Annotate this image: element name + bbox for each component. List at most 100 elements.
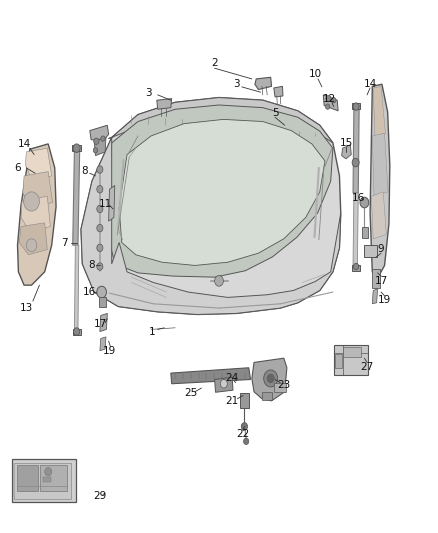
Polygon shape: [21, 196, 50, 232]
Polygon shape: [342, 145, 351, 159]
Text: 10: 10: [309, 69, 322, 78]
Text: 11: 11: [99, 199, 112, 208]
Text: 15: 15: [339, 138, 353, 148]
Polygon shape: [255, 77, 272, 90]
Bar: [14, 463, 71, 499]
Polygon shape: [18, 144, 56, 285]
Text: 8: 8: [81, 166, 88, 175]
Bar: [72, 145, 81, 151]
Text: 19: 19: [378, 295, 391, 304]
Polygon shape: [74, 245, 79, 330]
Polygon shape: [100, 337, 106, 351]
Text: 6: 6: [14, 163, 21, 173]
Polygon shape: [353, 193, 358, 265]
Bar: [274, 383, 286, 392]
Text: 13: 13: [20, 303, 33, 312]
Text: 14: 14: [18, 139, 31, 149]
Polygon shape: [81, 98, 341, 314]
Polygon shape: [25, 148, 52, 181]
Polygon shape: [73, 148, 80, 245]
Bar: [43, 477, 51, 482]
Bar: [352, 265, 360, 271]
Text: 7: 7: [61, 238, 68, 247]
Circle shape: [73, 144, 80, 152]
Circle shape: [360, 197, 369, 208]
Circle shape: [220, 379, 227, 388]
Circle shape: [97, 224, 103, 232]
Circle shape: [352, 158, 359, 167]
Text: 1: 1: [149, 327, 156, 336]
Circle shape: [45, 467, 52, 476]
Text: 16: 16: [352, 193, 365, 203]
Circle shape: [101, 136, 105, 141]
Text: 29: 29: [93, 491, 106, 500]
Text: 25: 25: [184, 389, 197, 398]
Text: 24: 24: [226, 374, 239, 383]
Text: 17: 17: [94, 319, 107, 329]
Circle shape: [24, 192, 39, 211]
Polygon shape: [100, 313, 107, 332]
Polygon shape: [81, 138, 341, 314]
Bar: [343, 347, 361, 357]
Text: 5: 5: [272, 108, 279, 118]
Polygon shape: [370, 84, 390, 278]
Polygon shape: [109, 98, 333, 143]
Circle shape: [97, 286, 106, 298]
Polygon shape: [157, 99, 172, 109]
Polygon shape: [252, 358, 287, 401]
Polygon shape: [119, 119, 325, 265]
Bar: [17, 465, 38, 491]
Bar: [335, 354, 342, 368]
Polygon shape: [23, 172, 53, 207]
Polygon shape: [353, 107, 359, 193]
Circle shape: [244, 438, 249, 445]
Text: 19: 19: [103, 346, 116, 356]
Text: 3: 3: [233, 79, 240, 89]
Text: 8: 8: [88, 261, 95, 270]
Polygon shape: [372, 289, 378, 304]
Polygon shape: [107, 105, 333, 277]
Text: 21: 21: [226, 396, 239, 406]
Bar: [352, 103, 360, 109]
Polygon shape: [274, 86, 283, 97]
Text: 14: 14: [364, 79, 377, 89]
Polygon shape: [90, 125, 109, 141]
Text: 2: 2: [211, 58, 218, 68]
Bar: [40, 465, 67, 491]
Text: 27: 27: [360, 362, 374, 372]
Circle shape: [74, 328, 80, 335]
Circle shape: [97, 263, 103, 270]
Bar: [372, 269, 380, 288]
Text: 17: 17: [374, 277, 388, 286]
Polygon shape: [323, 95, 338, 111]
Circle shape: [215, 276, 223, 286]
Polygon shape: [19, 223, 47, 255]
Polygon shape: [171, 368, 251, 384]
Circle shape: [94, 138, 99, 144]
Bar: [262, 392, 272, 400]
Text: 3: 3: [145, 88, 152, 98]
Text: 9: 9: [378, 245, 385, 254]
Circle shape: [97, 185, 103, 193]
Text: 12: 12: [323, 94, 336, 103]
Circle shape: [97, 244, 103, 252]
Circle shape: [97, 166, 103, 173]
Circle shape: [97, 205, 103, 213]
Text: 23: 23: [277, 380, 290, 390]
Circle shape: [267, 374, 274, 383]
Polygon shape: [372, 133, 388, 196]
Polygon shape: [373, 86, 385, 136]
Bar: [12, 459, 76, 502]
Bar: [240, 393, 249, 408]
Polygon shape: [371, 192, 386, 239]
Circle shape: [26, 239, 37, 252]
Polygon shape: [94, 138, 106, 156]
Circle shape: [332, 98, 336, 103]
Text: 22: 22: [237, 430, 250, 439]
Circle shape: [326, 95, 331, 102]
Text: 16: 16: [83, 287, 96, 297]
Polygon shape: [215, 377, 233, 392]
Circle shape: [241, 423, 247, 430]
Bar: [99, 297, 106, 307]
Circle shape: [353, 263, 359, 270]
